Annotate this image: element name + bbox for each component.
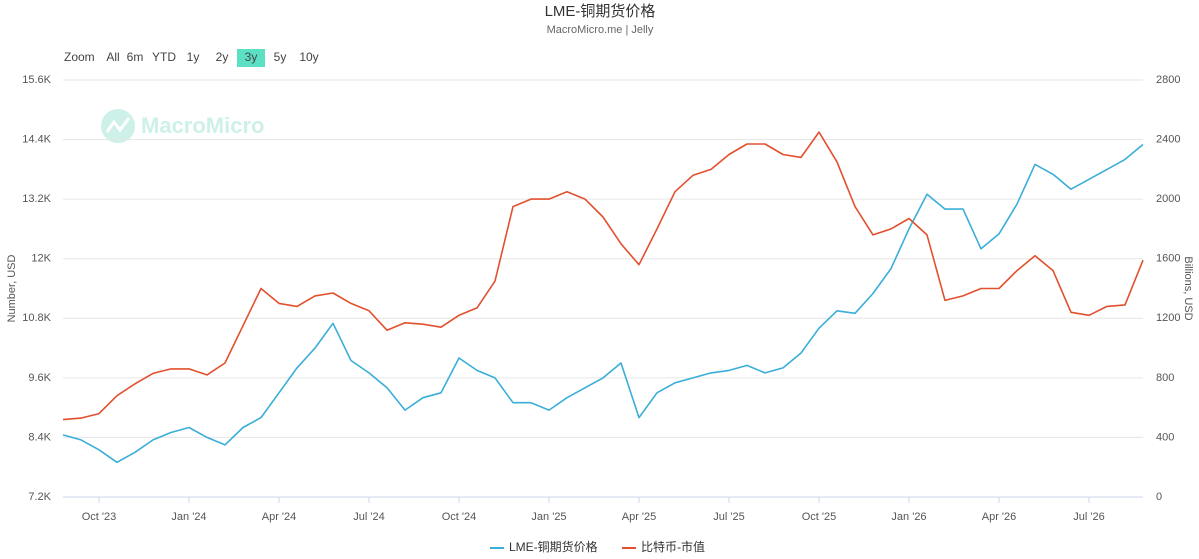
range-button-label: 2y [216,50,229,64]
y2-tick-label: 1200 [1156,312,1180,324]
legend-item[interactable]: 比特币-市值 [622,539,705,554]
y2-axis-title: Billions, USD [1182,256,1194,320]
range-button-label: 5y [274,50,287,64]
range-button-label: All [106,50,119,64]
series-line [62,143,1144,464]
y2-tick-label: 0 [1156,491,1162,503]
legend-item[interactable]: LME-铜期货价格 [490,539,598,554]
x-tick-label: Apr '25 [622,511,657,523]
y-tick-label: 8.4K [28,431,51,443]
y-tick-label: 13.2K [22,193,51,205]
x-tick-label: Apr '24 [262,511,297,523]
y-tick-label: 12K [31,253,51,265]
x-tick-label: Jul '26 [1073,511,1104,523]
watermark-icon [101,109,135,143]
series-line [62,131,1144,421]
range-button-label: YTD [152,50,176,64]
range-button-label: 10y [299,50,318,64]
x-tick-label: Jul '25 [713,511,744,523]
range-button[interactable]: 6m [127,50,144,64]
range-button[interactable]: 5y [274,50,287,64]
chart-subtitle: MacroMicro.me | Jelly [547,24,654,36]
watermark-text: MacroMicro [141,113,264,138]
range-button-active [237,49,265,67]
x-tick-label: Jul '24 [353,511,384,523]
y2-tick-label: 1600 [1156,253,1180,265]
x-tick-label: Oct '24 [442,511,477,523]
watermark-icon-line [105,117,131,133]
range-button[interactable]: 10y [299,50,318,64]
x-tick-label: Oct '25 [802,511,837,523]
y2-tick-label: 800 [1156,372,1174,384]
y-tick-label: 10.8K [22,312,51,324]
range-button[interactable]: YTD [152,50,176,64]
zoom-label: Zoom [64,50,95,64]
y2-tick-label: 2400 [1156,133,1180,145]
x-tick-label: Jan '25 [531,511,566,523]
range-button-label: 6m [127,50,144,64]
y-tick-label: 14.4K [22,133,51,145]
range-button[interactable]: 1y [187,50,200,64]
range-button-label: 1y [187,50,200,64]
range-button[interactable]: All [106,50,119,64]
range-button-label: 3y [245,50,258,64]
x-tick-label: Jan '24 [171,511,206,523]
y2-tick-label: 400 [1156,431,1174,443]
x-tick-label: Oct '23 [82,511,117,523]
watermark: MacroMicro [101,109,264,143]
range-button[interactable]: 2y [216,50,229,64]
legend-label: 比特币-市值 [641,539,705,554]
range-button[interactable]: 3y [237,49,265,67]
legend-label: LME-铜期货价格 [509,539,598,554]
chart-title: LME-铜期货价格 [545,3,656,20]
y2-tick-label: 2000 [1156,193,1180,205]
x-tick-label: Jan '26 [891,511,926,523]
y2-tick-label: 2800 [1156,74,1180,86]
y-tick-label: 15.6K [22,74,51,86]
y-tick-label: 9.6K [28,372,51,384]
x-tick-label: Apr '26 [982,511,1017,523]
y-tick-label: 7.2K [28,491,51,503]
y-axis-title: Number, USD [6,255,18,323]
